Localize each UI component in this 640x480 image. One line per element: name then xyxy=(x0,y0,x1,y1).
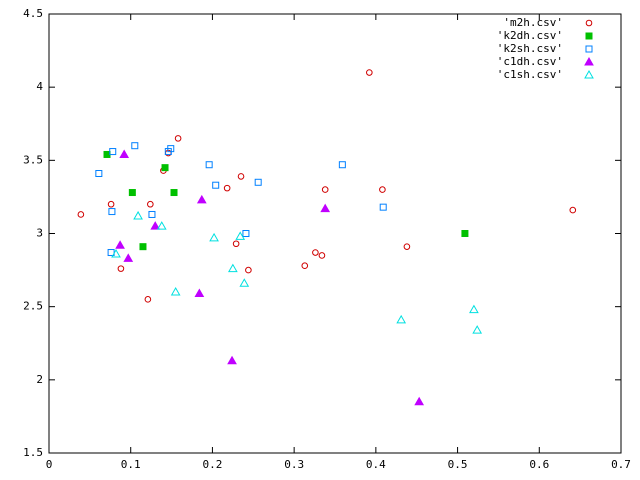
y-tick-label: 2.5 xyxy=(23,300,43,313)
y-tick-label: 1.5 xyxy=(23,446,43,459)
x-tick-label: 0.6 xyxy=(529,458,549,471)
point xyxy=(227,263,238,273)
point xyxy=(569,206,577,214)
y-tick-label: 4 xyxy=(36,80,43,93)
point xyxy=(115,240,125,249)
point xyxy=(318,252,326,259)
point xyxy=(164,148,172,156)
point xyxy=(156,221,167,230)
legend-marker xyxy=(585,19,593,27)
point xyxy=(103,150,111,158)
point xyxy=(95,170,103,178)
point xyxy=(242,230,250,237)
point xyxy=(237,173,245,180)
point xyxy=(227,355,237,365)
legend-label: 'c1sh.csv' xyxy=(497,68,563,81)
point xyxy=(223,184,231,192)
x-tick-label: 0.2 xyxy=(202,458,222,471)
x-tick-label: 0 xyxy=(46,458,53,471)
point xyxy=(194,288,205,297)
point xyxy=(461,230,469,237)
point xyxy=(150,221,161,230)
point xyxy=(111,248,121,258)
legend-marker xyxy=(585,32,593,40)
point xyxy=(108,208,116,216)
point xyxy=(414,396,425,406)
point xyxy=(379,203,387,211)
point xyxy=(209,232,219,242)
point xyxy=(320,203,331,213)
point xyxy=(161,164,169,172)
x-tick-label: 0.5 xyxy=(448,458,468,471)
point xyxy=(123,253,134,262)
point xyxy=(119,149,130,158)
point xyxy=(205,161,213,169)
y-tick-label: 2 xyxy=(36,373,43,386)
point xyxy=(379,186,386,193)
point xyxy=(245,266,252,274)
point xyxy=(301,262,309,269)
point xyxy=(133,210,143,220)
x-tick-label: 0.3 xyxy=(284,458,304,471)
point xyxy=(212,181,220,189)
legend-marker xyxy=(584,69,594,79)
plot-frame xyxy=(48,13,622,454)
point xyxy=(239,278,250,287)
point xyxy=(170,189,178,197)
point xyxy=(396,314,407,324)
point xyxy=(117,265,125,272)
legend-marker xyxy=(584,56,594,66)
point xyxy=(403,243,411,250)
point xyxy=(366,69,373,76)
point xyxy=(77,211,85,218)
legend-label: 'k2sh.csv' xyxy=(497,42,563,55)
x-tick-label: 0.1 xyxy=(121,458,141,471)
point xyxy=(107,200,115,208)
point xyxy=(128,189,136,197)
point xyxy=(235,231,246,240)
point xyxy=(338,161,346,169)
legend-label: 'm2h.csv' xyxy=(503,16,563,29)
legend-label: 'k2dh.csv' xyxy=(497,29,563,42)
x-tick-label: 0.4 xyxy=(366,458,386,471)
point xyxy=(232,240,240,248)
point xyxy=(144,296,152,303)
point xyxy=(139,243,147,251)
y-tick-label: 3.5 xyxy=(23,153,43,166)
x-tick-label: 0.7 xyxy=(611,458,631,471)
point xyxy=(254,178,262,186)
point xyxy=(469,304,479,314)
point xyxy=(170,287,181,296)
point xyxy=(148,210,156,218)
y-tick-label: 3 xyxy=(36,227,43,240)
point xyxy=(472,325,483,334)
point xyxy=(147,200,154,208)
point xyxy=(321,186,329,193)
legend-label: 'c1dh.csv' xyxy=(497,55,563,68)
point xyxy=(312,249,319,256)
y-tick-label: 4.5 xyxy=(23,7,43,20)
point xyxy=(196,194,207,204)
point xyxy=(131,142,139,150)
point xyxy=(174,135,182,142)
point xyxy=(109,148,117,156)
legend-marker xyxy=(585,45,593,53)
